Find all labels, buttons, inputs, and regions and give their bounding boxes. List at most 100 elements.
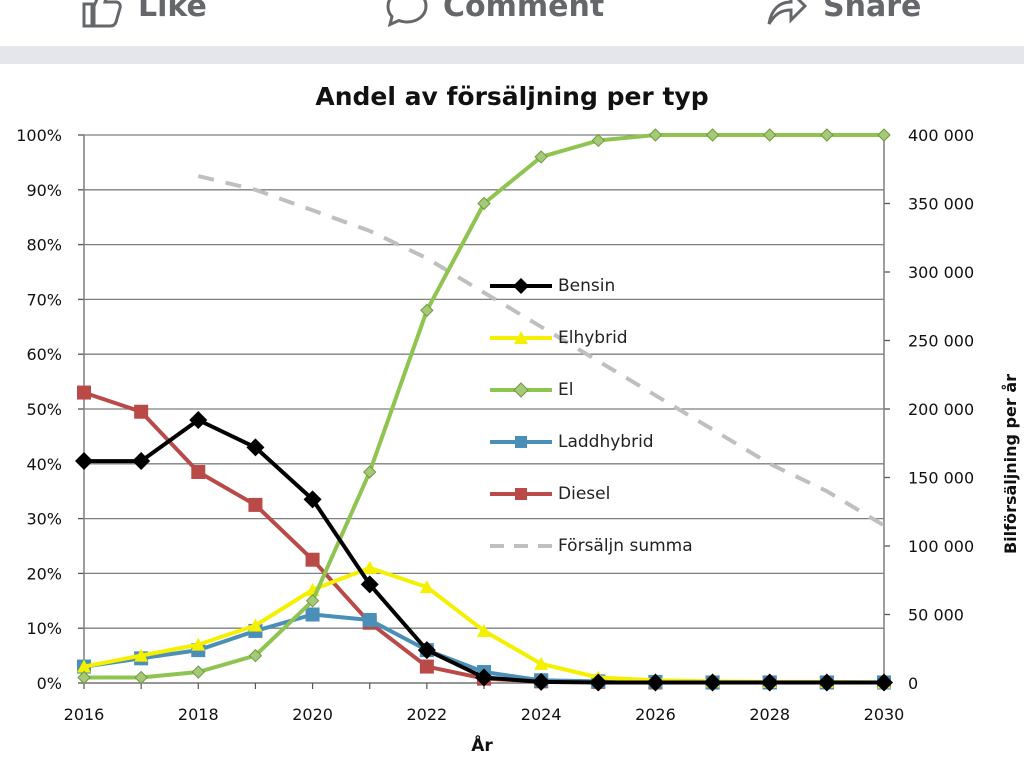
y-tick-label: 50%: [26, 400, 62, 419]
data-point-elhybrid: [77, 659, 91, 673]
share-icon: [767, 0, 808, 25]
y2-tick-label: 400 000: [908, 126, 974, 145]
data-point-bensin: [589, 673, 608, 692]
thumbs-up-icon: [82, 0, 122, 28]
legend-label: Diesel: [558, 484, 611, 504]
chart-container: 0% 10% 20% 30% 40% 50% 60% 70% 80% 90% 100% 0 50 000…: [0, 64, 1024, 768]
data-point-el: [191, 665, 205, 679]
like-label: Like: [138, 0, 207, 24]
data-point-el: [705, 128, 720, 142]
data-point-bensin: [817, 673, 836, 692]
x-tick-label: 2030: [864, 705, 905, 724]
y2-tick-label: 350 000: [908, 195, 974, 214]
data-point-bensin: [189, 410, 208, 429]
x-tick-label: 2024: [521, 705, 562, 724]
share-button[interactable]: Share: [765, 0, 921, 26]
y-tick-label: 0%: [37, 674, 62, 693]
legend-label: Bensin: [558, 276, 616, 296]
like-button[interactable]: Like: [80, 0, 207, 28]
data-point-el: [877, 128, 891, 142]
data-point-elhybrid: [477, 623, 491, 637]
x-tick-label: 2022: [406, 705, 447, 724]
y2-tick-label: 100 000: [908, 537, 974, 556]
data-point-diesel: [77, 385, 91, 400]
data-point-bensin: [703, 673, 722, 692]
data-point-el: [477, 196, 491, 211]
data-point-bensin: [475, 668, 493, 687]
legend-swatch-diesel: [490, 488, 552, 500]
y-tick-label: 70%: [26, 290, 62, 309]
data-point-diesel: [191, 465, 206, 480]
data-point-bensin: [760, 673, 779, 692]
y-tick-label: 90%: [26, 181, 62, 200]
comment-icon: [386, 0, 428, 28]
data-point-el: [248, 648, 263, 663]
data-point-el: [420, 303, 434, 318]
data-point-laddhybrid: [305, 607, 320, 622]
legend-label: Försäljn summa: [558, 536, 693, 556]
data-point-diesel: [134, 404, 149, 419]
x-tick-label: 2018: [178, 705, 219, 724]
data-point-bensin: [532, 672, 551, 691]
y2-axis-label: Bilförsäljning per år: [1001, 373, 1020, 555]
x-axis-label: År: [471, 736, 493, 756]
post-action-bar: Like Comment Share: [0, 0, 1024, 46]
data-point-el: [134, 670, 148, 685]
comment-label: Comment: [443, 0, 605, 24]
y-tick-label: 20%: [26, 564, 62, 583]
chart-title: Andel av försäljning per typ: [315, 82, 709, 111]
data-point-bensin: [132, 452, 151, 471]
legend-item-elhybrid: Elhybrid: [488, 312, 748, 364]
y2-tick-label: 0: [908, 674, 918, 693]
y2-tick-label: 250 000: [908, 332, 974, 351]
data-point-bensin: [360, 575, 379, 594]
data-point-el: [820, 128, 834, 142]
data-point-elhybrid: [191, 637, 206, 651]
data-point-bensin: [417, 641, 436, 660]
legend-label: Elhybrid: [558, 328, 628, 348]
series-line-diesel: [83, 390, 884, 685]
data-point-elhybrid: [248, 618, 263, 632]
comment-button[interactable]: Comment: [385, 0, 605, 28]
y2-tick-label: 150 000: [908, 469, 974, 488]
data-point-el: [591, 133, 605, 148]
legend-label: Laddhybrid: [558, 432, 654, 452]
data-point-elhybrid: [534, 656, 549, 670]
data-point-el: [763, 128, 777, 142]
legend-item-diesel: Diesel: [488, 468, 748, 520]
legend-item-el: El: [488, 364, 748, 416]
y-tick-label: 60%: [26, 345, 62, 364]
x-tick-label: 2028: [749, 705, 790, 724]
y-tick-label: 80%: [26, 236, 62, 255]
data-point-el: [534, 150, 548, 164]
x-tick-label: 2016: [64, 705, 105, 724]
y-tick-label: 30%: [26, 510, 62, 529]
data-point-bensin: [646, 673, 665, 692]
data-point-el: [305, 594, 320, 608]
data-point-el: [363, 465, 377, 479]
x-tick-label: 2020: [292, 705, 333, 724]
legend-item-bensin: Bensin: [488, 260, 748, 312]
line-chart: 0% 10% 20% 30% 40% 50% 60% 70% 80% 90% 100% 0 50 000…: [16, 126, 974, 724]
data-point-diesel: [305, 552, 320, 567]
x-tick-label: 2026: [635, 705, 676, 724]
share-label: Share: [823, 0, 922, 24]
data-point-elhybrid: [419, 580, 434, 594]
chart-legend: Bensin Elhybrid El Laddhybrid Diesel För…: [488, 260, 748, 572]
series-line-försäljn-summa: [197, 174, 886, 528]
legend-swatch-elhybrid: [490, 331, 552, 344]
data-point-diesel: [419, 659, 434, 674]
legend-item-laddhybrid: Laddhybrid: [488, 416, 748, 468]
data-point-el: [648, 128, 663, 142]
legend-label: El: [558, 380, 574, 400]
data-point-bensin: [303, 490, 322, 509]
y-tick-label: 100%: [16, 126, 62, 145]
legend-item-forsaljn-summa: Försäljn summa: [488, 520, 748, 572]
legend-swatch-bensin: [490, 278, 552, 294]
legend-swatch-el: [490, 382, 552, 398]
data-point-laddhybrid: [362, 612, 377, 627]
data-point-el: [77, 670, 91, 685]
legend-swatch-forsaljn-summa: [490, 544, 552, 548]
data-point-bensin: [875, 673, 893, 692]
data-point-bensin: [75, 452, 93, 471]
